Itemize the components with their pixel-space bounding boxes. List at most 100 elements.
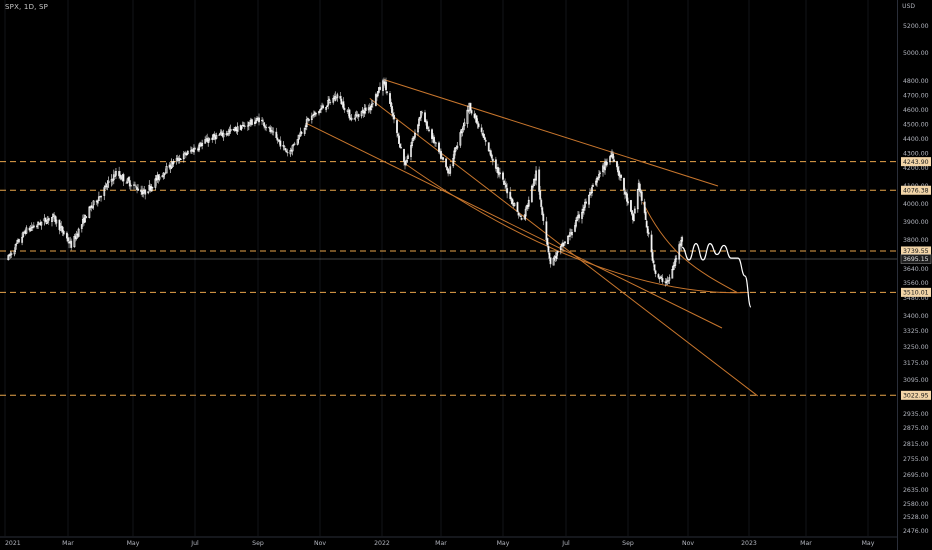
candle-body — [490, 154, 493, 159]
candle-body — [370, 103, 373, 108]
candle-body — [236, 126, 239, 132]
candle-body — [588, 194, 590, 205]
candle-body — [633, 208, 636, 214]
candle-body — [243, 125, 246, 127]
price-label-box — [901, 287, 931, 297]
price-label-box — [901, 246, 931, 256]
candle-body — [135, 186, 137, 188]
candle-body — [375, 95, 378, 97]
x-tick-label: Mar — [800, 540, 812, 547]
y-tick-label: 3640.00 — [903, 266, 929, 273]
candle-body — [61, 226, 64, 233]
candle-body — [398, 135, 400, 144]
candle-body — [311, 114, 314, 116]
candle-body — [448, 172, 451, 174]
candle-body — [632, 214, 635, 222]
candle-body — [172, 160, 175, 164]
candle-body — [640, 191, 643, 201]
candle-body — [473, 113, 476, 118]
candle-body — [526, 204, 529, 207]
candle-body — [29, 227, 32, 231]
candle-body — [335, 97, 338, 99]
curved-trend-line[interactable] — [642, 201, 738, 293]
candle-body — [627, 201, 629, 204]
candle-body — [487, 142, 490, 152]
x-tick-label: Jul — [561, 540, 570, 547]
price-label: 4243.90 — [903, 159, 929, 166]
candle-body — [386, 91, 388, 94]
candle-body — [258, 117, 260, 123]
candle-body — [221, 132, 224, 136]
candle-body — [420, 111, 422, 118]
price-label: 3739.55 — [903, 248, 929, 255]
candle-body — [511, 198, 514, 205]
candle-body — [59, 227, 62, 232]
candle-body — [452, 157, 455, 167]
candle-body — [612, 153, 614, 159]
candle-body — [113, 175, 116, 177]
candle-body — [70, 240, 73, 248]
candle-body — [643, 201, 646, 214]
candle-body — [549, 257, 552, 265]
candle-body — [343, 107, 346, 111]
candle-body — [47, 217, 50, 221]
candle-body — [265, 127, 268, 129]
candle-body — [644, 211, 647, 220]
candle-body — [291, 145, 294, 152]
trend-line[interactable] — [369, 98, 758, 397]
candle-body — [276, 137, 279, 141]
candle-body — [118, 171, 121, 177]
candle-body — [527, 199, 530, 207]
candle-body — [157, 174, 160, 181]
candle-body — [97, 196, 100, 201]
candle-body — [90, 205, 93, 208]
x-tick-label: Mar — [62, 540, 74, 547]
y-tick-label: 4000.00 — [903, 201, 929, 208]
trend-line[interactable] — [305, 122, 723, 329]
candle-body — [65, 232, 68, 239]
y-tick-label: 5000.00 — [903, 50, 929, 57]
candle-body — [494, 159, 497, 169]
candle-body — [545, 221, 548, 240]
trend-line[interactable] — [383, 79, 719, 187]
candle-body — [578, 214, 580, 219]
candle-body — [491, 158, 494, 162]
candle-body — [466, 109, 469, 124]
candle-body — [626, 193, 628, 202]
candle-body — [392, 113, 394, 117]
candle-body — [390, 102, 392, 107]
candle-body — [442, 157, 444, 160]
candle-body — [241, 125, 244, 127]
candle-body — [142, 192, 145, 194]
y-tick-label: 3250.00 — [903, 344, 929, 351]
candle-body — [55, 219, 58, 224]
candle-body — [305, 119, 308, 128]
candle-body — [286, 152, 289, 154]
candle-body — [179, 158, 182, 160]
candle-body — [647, 232, 650, 235]
symbol-header[interactable]: SPX, 1D, SP — [5, 3, 49, 11]
y-tick-label: 2528.00 — [903, 514, 929, 521]
candle-body — [325, 107, 328, 110]
candle-body — [585, 201, 587, 204]
projection-path[interactable] — [681, 243, 752, 308]
candle-body — [575, 220, 577, 227]
candle-body — [620, 174, 622, 179]
candle-body — [292, 144, 295, 146]
candle-body — [512, 203, 515, 205]
candle-body — [177, 159, 180, 162]
candle-body — [382, 80, 384, 91]
candle-body — [13, 250, 16, 255]
candle-body — [320, 108, 322, 110]
candle-body — [476, 122, 479, 125]
candle-body — [170, 161, 173, 168]
candle-body — [264, 126, 267, 128]
curved-trend-line[interactable] — [404, 163, 750, 294]
candle-body — [525, 205, 528, 209]
candle-body — [540, 199, 543, 208]
candle-body — [95, 200, 98, 203]
candle-body — [503, 180, 505, 185]
candle-body — [239, 125, 242, 131]
candle-body — [85, 216, 88, 219]
